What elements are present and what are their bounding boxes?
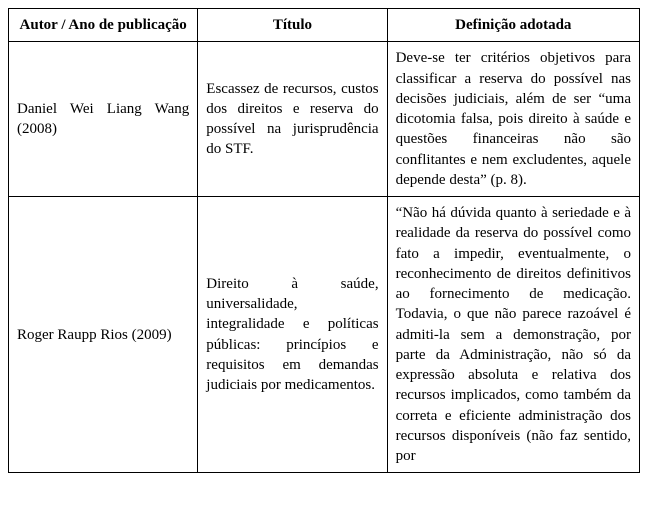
table-header-row: Autor / Ano de publicação Título Definiç…	[9, 9, 640, 42]
table-row: Roger Raupp Rios (2009) Direito à saúde,…	[9, 197, 640, 473]
table-row: Daniel Wei Liang Wang (2008) Escassez de…	[9, 42, 640, 197]
col-header-author: Autor / Ano de publicação	[9, 9, 198, 42]
definitions-table: Autor / Ano de publicação Título Definiç…	[8, 8, 640, 473]
cell-definition: Deve-se ter critérios objetivos para cla…	[387, 42, 639, 197]
cell-title: Direito à saúde, universalidade, integra…	[198, 197, 387, 473]
cell-definition: “Não há dúvida quanto à seriedade e à re…	[387, 197, 639, 473]
cell-author-year: Roger Raupp Rios (2009)	[9, 197, 198, 473]
col-header-title: Título	[198, 9, 387, 42]
cell-author-year: Daniel Wei Liang Wang (2008)	[9, 42, 198, 197]
cell-title: Escassez de recursos, custos dos direito…	[198, 42, 387, 197]
col-header-definition: Definição adotada	[387, 9, 639, 42]
